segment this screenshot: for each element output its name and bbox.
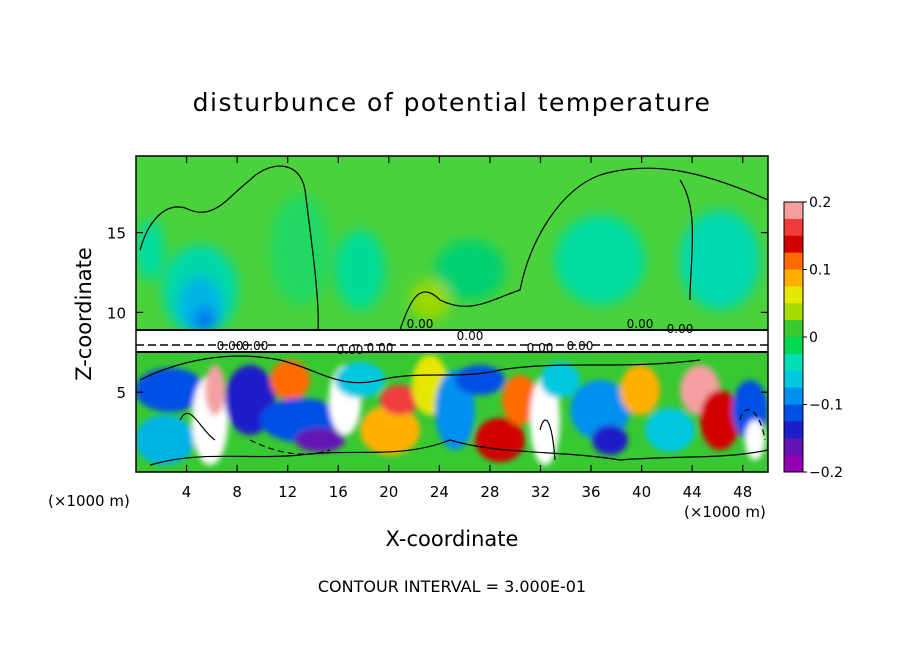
colorbar-label: 0.1	[809, 263, 831, 279]
contour-labels: 0.000.00 0.00 0.000.000.000.00 0.000.00 0.00	[217, 317, 694, 357]
y-axis-label: Z-coordinate	[72, 247, 96, 381]
x-unit-left: (×1000 m)	[48, 492, 130, 510]
colorbar-segment	[784, 337, 803, 355]
colorbar-segment	[784, 252, 803, 270]
colorbar-label: −0.2	[809, 465, 843, 481]
contour-label: 0.00	[337, 343, 364, 357]
contour-label: 0.00	[627, 317, 654, 331]
colorbar-segment	[784, 387, 803, 405]
contour-label: 0.00	[527, 341, 554, 355]
contour-label: 0.00	[217, 339, 244, 353]
x-tick-label: 44	[683, 483, 702, 501]
colorbar-segment	[784, 286, 803, 304]
contour-label: 0.00	[367, 341, 394, 355]
colorbar-segment	[784, 202, 803, 220]
x-tick-label: 20	[379, 483, 398, 501]
colorbar-segment	[784, 353, 803, 372]
contour-label: 0.00	[407, 317, 434, 331]
x-tick-label: 32	[531, 483, 550, 501]
x-tick-label: 40	[632, 483, 651, 501]
x-tick-label: 24	[430, 483, 449, 501]
colorbar-segment	[784, 235, 803, 254]
colorbar-segment	[784, 303, 803, 321]
colorbar-segment	[784, 421, 803, 439]
heatmap-field: 0.000.00 0.00 0.000.000.000.00 0.000.00 0.00	[136, 156, 768, 472]
x-tick-label: 12	[278, 483, 297, 501]
contour-interval-note: CONTOUR INTERVAL = 3.000E-01	[318, 577, 586, 596]
contour-label: 0.00	[242, 339, 269, 353]
x-tick-label: 36	[581, 483, 600, 501]
y-tick-label: 10	[107, 304, 126, 322]
contour-label: 0.00	[457, 329, 484, 343]
contour-label: 0.00	[667, 322, 694, 336]
colorbar-segment	[784, 320, 803, 338]
contour-label: 0.00	[567, 339, 594, 353]
x-tick-label: 48	[733, 483, 752, 501]
y-axis: 5 10 15	[107, 225, 768, 402]
x-tick-label: 28	[480, 483, 499, 501]
plot-frame	[135, 155, 769, 473]
inversion-band	[136, 330, 768, 354]
chart-title: disturbunce of potential temperature	[193, 88, 712, 117]
colorbar-segment	[784, 438, 803, 456]
colorbar-label: 0	[809, 330, 818, 346]
colorbar: 0.2 0.1 0 −0.1 −0.2	[783, 195, 843, 481]
contour-lines	[136, 165, 768, 466]
y-tick-label: 15	[107, 225, 126, 243]
x-unit-right: (×1000 m)	[684, 503, 766, 521]
x-tick-label: 8	[232, 483, 242, 501]
x-tick-label: 4	[182, 483, 192, 501]
x-axis: 4 8 12 16 20 24 28 32 36 40 44 48	[182, 156, 752, 501]
colorbar-segment	[784, 370, 803, 389]
lower-layer-eddies	[136, 355, 768, 465]
x-tick-label: 16	[329, 483, 348, 501]
colorbar-segment	[784, 455, 803, 473]
colorbar-segment	[784, 269, 803, 287]
colorbar-label: 0.2	[809, 195, 831, 211]
colorbar-label: −0.1	[809, 398, 843, 414]
x-axis-label: X-coordinate	[386, 527, 519, 551]
colorbar-segment	[784, 404, 803, 422]
colorbar-segment	[784, 218, 803, 237]
y-tick-label: 5	[116, 384, 126, 402]
